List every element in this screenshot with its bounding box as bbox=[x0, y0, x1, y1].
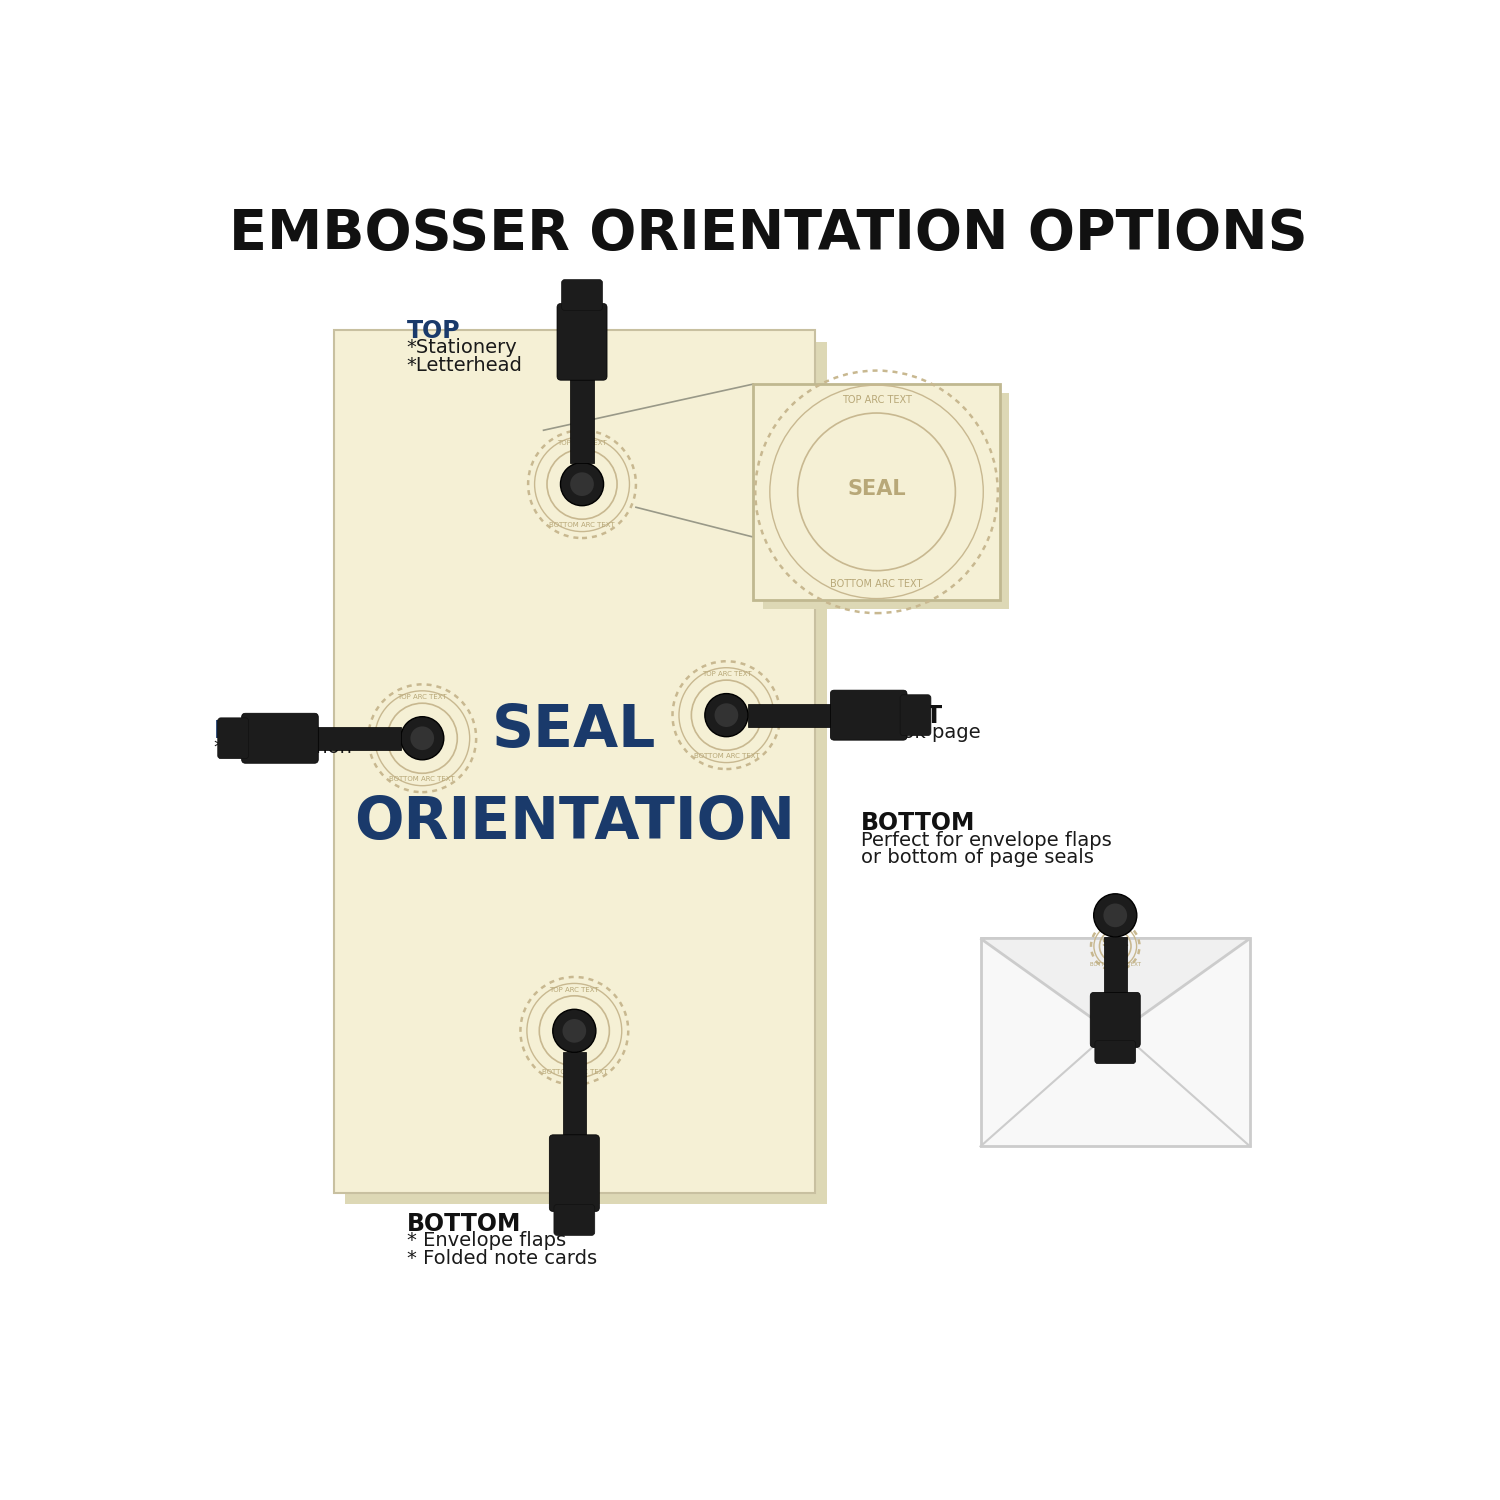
FancyBboxPatch shape bbox=[217, 718, 249, 759]
FancyBboxPatch shape bbox=[549, 1136, 600, 1212]
Text: SEAL: SEAL bbox=[555, 1022, 594, 1035]
FancyBboxPatch shape bbox=[556, 303, 608, 380]
Text: * Folded note cards: * Folded note cards bbox=[406, 1250, 597, 1268]
Bar bbox=[333, 330, 815, 1192]
Text: SEAL: SEAL bbox=[706, 705, 746, 718]
Text: TOP: TOP bbox=[406, 318, 460, 342]
Text: BOTTOM ARC TEXT: BOTTOM ARC TEXT bbox=[390, 776, 454, 782]
Text: RIGHT: RIGHT bbox=[861, 704, 944, 728]
Text: BOTTOM ARC TEXT: BOTTOM ARC TEXT bbox=[542, 1070, 608, 1076]
Circle shape bbox=[705, 693, 748, 736]
FancyBboxPatch shape bbox=[561, 279, 603, 310]
Text: SEAL: SEAL bbox=[402, 728, 442, 742]
FancyBboxPatch shape bbox=[900, 694, 932, 735]
Text: TOP ARC TEXT: TOP ARC TEXT bbox=[1096, 926, 1134, 930]
Bar bbox=[315, 726, 400, 750]
Text: SEAL: SEAL bbox=[562, 474, 602, 488]
Circle shape bbox=[570, 472, 594, 496]
FancyBboxPatch shape bbox=[831, 690, 908, 740]
Circle shape bbox=[1094, 894, 1137, 938]
Text: ORIENTATION: ORIENTATION bbox=[354, 795, 795, 852]
Bar bbox=[981, 939, 1250, 1146]
Text: * Book page: * Book page bbox=[861, 723, 981, 742]
Text: Perfect for envelope flaps: Perfect for envelope flaps bbox=[861, 831, 1112, 849]
Text: TOP ARC TEXT: TOP ARC TEXT bbox=[842, 394, 912, 405]
Text: TOP ARC TEXT: TOP ARC TEXT bbox=[549, 987, 598, 993]
Text: SEAL: SEAL bbox=[1101, 938, 1130, 948]
Circle shape bbox=[400, 717, 444, 760]
Circle shape bbox=[562, 1019, 586, 1042]
Text: SEAL: SEAL bbox=[847, 478, 906, 500]
Bar bbox=[753, 384, 999, 600]
Circle shape bbox=[554, 1010, 596, 1053]
Bar bbox=[748, 704, 834, 726]
Bar bbox=[345, 342, 827, 1204]
Text: TOP ARC TEXT: TOP ARC TEXT bbox=[556, 440, 608, 446]
Text: *Stationery: *Stationery bbox=[406, 338, 517, 357]
Circle shape bbox=[714, 704, 738, 728]
Text: BOTTOM ARC TEXT: BOTTOM ARC TEXT bbox=[549, 522, 615, 528]
Text: BOTTOM: BOTTOM bbox=[406, 1212, 520, 1236]
Polygon shape bbox=[981, 939, 1250, 1035]
Text: SEAL: SEAL bbox=[492, 702, 657, 759]
Text: LEFT: LEFT bbox=[214, 718, 278, 742]
FancyBboxPatch shape bbox=[554, 1204, 594, 1236]
Text: *Letterhead: *Letterhead bbox=[406, 356, 522, 375]
Text: BOTTOM ARC TEXT: BOTTOM ARC TEXT bbox=[831, 579, 922, 590]
Text: BOTTOM ARC TEXT: BOTTOM ARC TEXT bbox=[1089, 962, 1140, 968]
Text: BOTTOM: BOTTOM bbox=[861, 812, 975, 836]
Text: BOTTOM ARC TEXT: BOTTOM ARC TEXT bbox=[693, 753, 759, 759]
Bar bbox=[1104, 938, 1126, 996]
Bar bbox=[570, 376, 594, 462]
Text: *Not Common: *Not Common bbox=[214, 738, 352, 758]
FancyBboxPatch shape bbox=[1095, 1041, 1136, 1064]
Circle shape bbox=[1104, 903, 1126, 927]
FancyBboxPatch shape bbox=[242, 712, 318, 764]
Text: TOP ARC TEXT: TOP ARC TEXT bbox=[398, 694, 447, 700]
Bar bbox=[562, 1053, 586, 1138]
Text: EMBOSSER ORIENTATION OPTIONS: EMBOSSER ORIENTATION OPTIONS bbox=[230, 207, 1308, 261]
Text: or bottom of page seals: or bottom of page seals bbox=[861, 849, 1094, 867]
Circle shape bbox=[411, 726, 434, 750]
Text: * Envelope flaps: * Envelope flaps bbox=[406, 1232, 566, 1250]
FancyBboxPatch shape bbox=[1090, 993, 1140, 1047]
Circle shape bbox=[561, 462, 603, 506]
Text: TOP ARC TEXT: TOP ARC TEXT bbox=[702, 670, 752, 676]
Bar bbox=[762, 393, 1010, 609]
